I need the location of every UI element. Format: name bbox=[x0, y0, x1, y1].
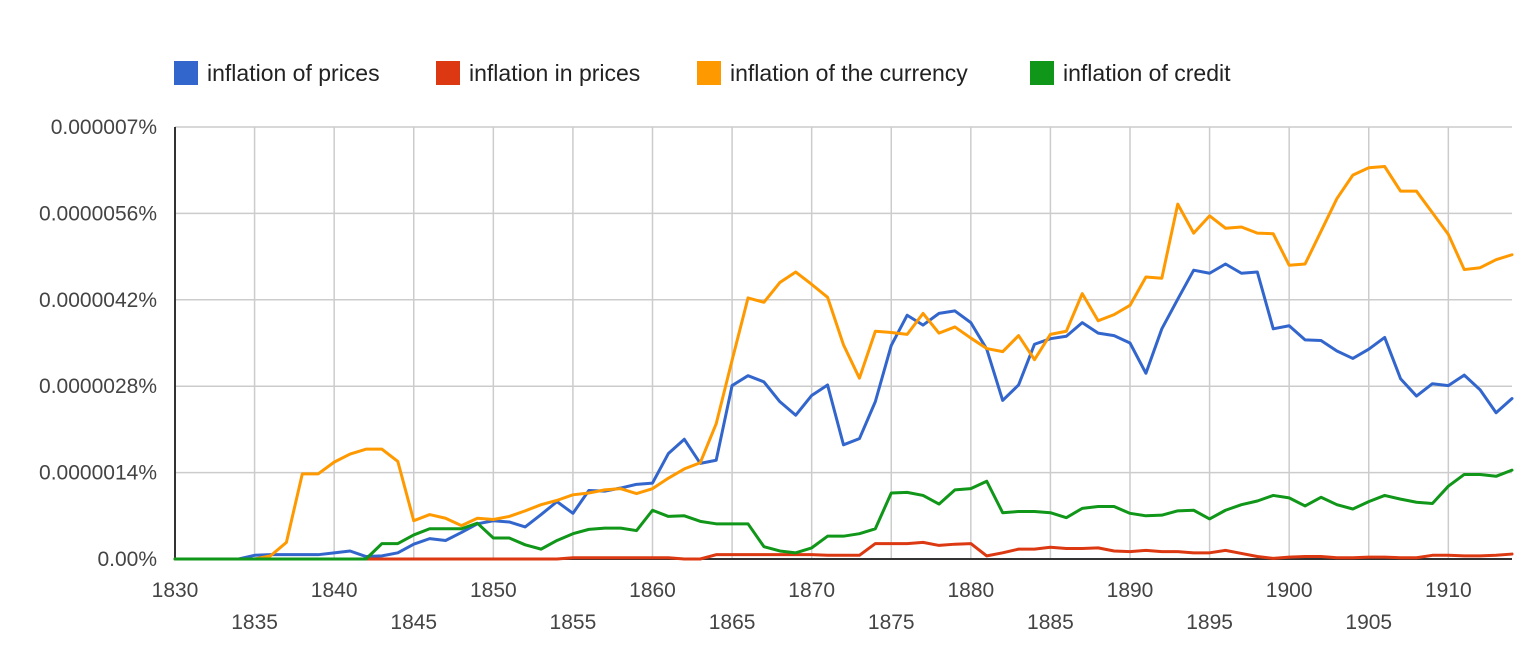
x-tick-label: 1890 bbox=[1107, 579, 1154, 602]
x-tick-label: 1830 bbox=[152, 579, 199, 602]
legend-item-inflation-of-prices[interactable]: inflation of prices bbox=[174, 60, 380, 86]
legend-label: inflation of the currency bbox=[730, 60, 968, 86]
legend-label: inflation in prices bbox=[469, 60, 640, 86]
series-line-inflation-of-prices[interactable] bbox=[173, 262, 1514, 561]
legend-swatch bbox=[174, 61, 198, 85]
chart-legend[interactable]: inflation of prices inflation in prices in… bbox=[174, 60, 1231, 86]
x-tick-label: 1885 bbox=[1027, 611, 1074, 634]
y-tick-label: 0.0000014% bbox=[39, 462, 157, 485]
series-line-inflation-of-the-currency[interactable] bbox=[173, 165, 1514, 561]
x-axis-tick-labels: 1830 1835 1840 1845 1850 1855 1860 1865 1870 1875… bbox=[152, 579, 1472, 634]
y-tick-label: 0.00% bbox=[97, 548, 157, 571]
y-tick-label: 0.000007% bbox=[51, 116, 157, 139]
legend-swatch bbox=[436, 61, 460, 85]
series-line-inflation-of-credit[interactable] bbox=[173, 468, 1514, 561]
legend-label: inflation of prices bbox=[207, 60, 380, 86]
x-tick-label: 1875 bbox=[868, 611, 915, 634]
x-tick-label: 1865 bbox=[709, 611, 756, 634]
y-tick-label: 0.0000028% bbox=[39, 375, 157, 398]
x-tick-label: 1860 bbox=[629, 579, 676, 602]
x-tick-label: 1880 bbox=[947, 579, 994, 602]
x-tick-label: 1840 bbox=[311, 579, 358, 602]
x-tick-label: 1845 bbox=[390, 611, 437, 634]
legend-item-inflation-of-the-currency[interactable]: inflation of the currency bbox=[697, 60, 968, 86]
x-tick-label: 1895 bbox=[1186, 611, 1233, 634]
x-tick-label: 1905 bbox=[1345, 611, 1392, 634]
x-tick-label: 1835 bbox=[231, 611, 278, 634]
y-tick-label: 0.0000042% bbox=[39, 289, 157, 312]
x-tick-label: 1855 bbox=[550, 611, 597, 634]
legend-swatch bbox=[697, 61, 721, 85]
legend-item-inflation-of-credit[interactable]: inflation of credit bbox=[1030, 60, 1231, 86]
x-tick-label: 1850 bbox=[470, 579, 517, 602]
x-tick-label: 1910 bbox=[1425, 579, 1472, 602]
x-tick-label: 1900 bbox=[1266, 579, 1313, 602]
chart-series-lines[interactable] bbox=[173, 165, 1514, 561]
y-tick-label: 0.0000056% bbox=[39, 202, 157, 225]
legend-item-inflation-in-prices[interactable]: inflation in prices bbox=[436, 60, 640, 86]
series-line-inflation-in-prices[interactable] bbox=[173, 540, 1514, 561]
y-axis-tick-labels: 0.00% 0.0000014% 0.0000028% 0.0000042% 0.000… bbox=[39, 116, 157, 571]
legend-label: inflation of credit bbox=[1063, 60, 1231, 86]
x-tick-label: 1870 bbox=[788, 579, 835, 602]
legend-swatch bbox=[1030, 61, 1054, 85]
